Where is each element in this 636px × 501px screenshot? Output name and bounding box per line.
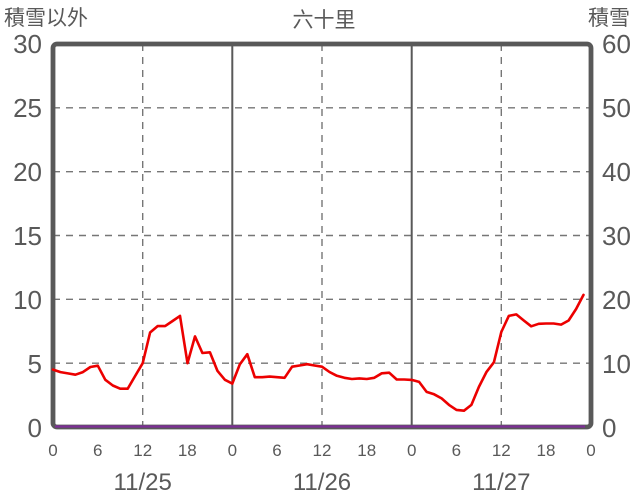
svg-text:0: 0: [407, 441, 416, 460]
svg-text:0: 0: [228, 441, 237, 460]
svg-text:20: 20: [602, 285, 631, 315]
svg-text:6: 6: [452, 441, 461, 460]
svg-text:50: 50: [602, 93, 631, 123]
svg-text:0: 0: [28, 413, 42, 443]
svg-text:12: 12: [492, 441, 511, 460]
svg-text:0: 0: [602, 413, 616, 443]
svg-text:12: 12: [133, 441, 152, 460]
svg-text:25: 25: [13, 93, 42, 123]
svg-text:18: 18: [178, 441, 197, 460]
svg-text:40: 40: [602, 157, 631, 187]
svg-text:10: 10: [13, 285, 42, 315]
svg-text:18: 18: [357, 441, 376, 460]
svg-text:15: 15: [13, 221, 42, 251]
svg-text:12: 12: [313, 441, 332, 460]
svg-text:6: 6: [272, 441, 281, 460]
svg-text:30: 30: [602, 221, 631, 251]
svg-text:10: 10: [602, 349, 631, 379]
svg-text:5: 5: [28, 349, 42, 379]
svg-text:6: 6: [93, 441, 102, 460]
svg-text:20: 20: [13, 157, 42, 187]
svg-text:0: 0: [48, 441, 57, 460]
svg-text:0: 0: [586, 441, 595, 460]
svg-text:18: 18: [537, 441, 556, 460]
